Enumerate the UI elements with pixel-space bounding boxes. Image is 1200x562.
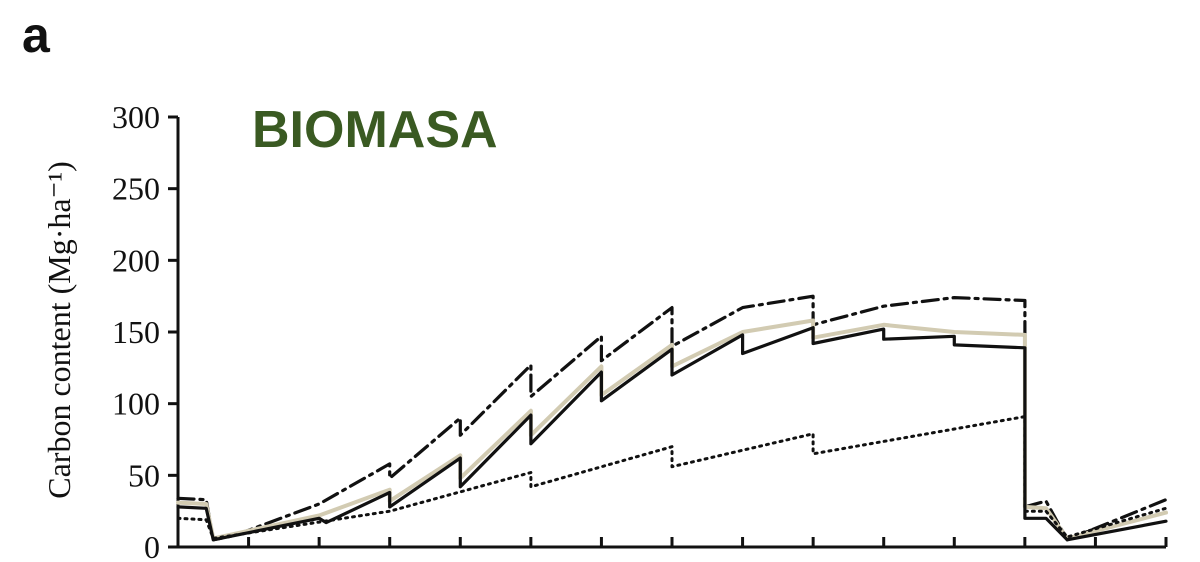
axes: 0 50 100 150 200 250 300 [112,99,1168,562]
panel-label: a [22,7,50,63]
series-line-solid-2 [176,326,1168,542]
y-tick-label: 250 [112,171,160,207]
y-tick-label: 100 [112,386,160,422]
y-tick-label: 300 [112,99,160,135]
y-tick-label: 0 [144,529,160,562]
series-line-dotted-3 [176,415,1168,540]
y-tick-label: 50 [128,457,160,493]
chart-title: BIOMASA [252,101,498,159]
y-axis-label: Carbon content (Mg·ha⁻¹) [41,161,77,499]
series-group [176,294,1168,542]
y-tick-label: 150 [112,314,160,350]
series-line-dashdot-0 [176,294,1168,542]
y-tick-label: 200 [112,242,160,278]
